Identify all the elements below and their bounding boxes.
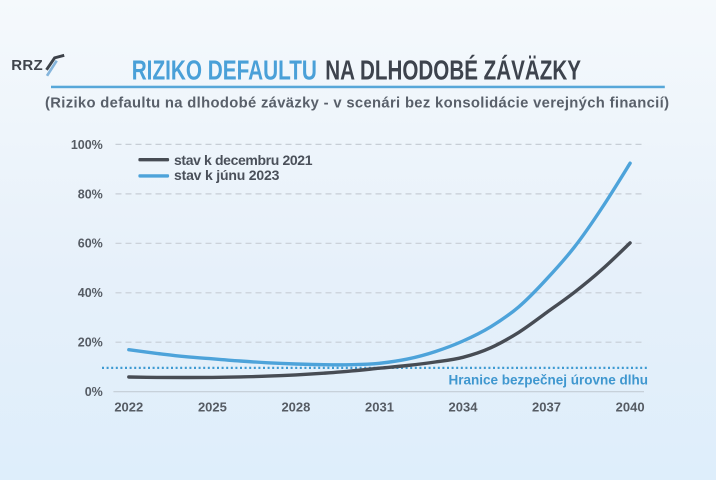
svg-text:(Riziko defaultu na dlhodobé z: (Riziko defaultu na dlhodobé záväzky - v… (45, 96, 669, 112)
svg-text:2025: 2025 (198, 399, 227, 414)
svg-text:2028: 2028 (281, 399, 310, 414)
svg-text:80%: 80% (78, 187, 103, 201)
svg-text:Hranice bezpečnej úrovne dlhu: Hranice bezpečnej úrovne dlhu (449, 373, 649, 388)
svg-text:2037: 2037 (532, 399, 561, 414)
svg-text:RRZ: RRZ (11, 57, 43, 74)
svg-text:2040: 2040 (616, 399, 645, 414)
svg-text:stav k decembru 2021: stav k decembru 2021 (174, 152, 313, 168)
svg-text:100%: 100% (71, 138, 103, 152)
svg-text:2022: 2022 (114, 399, 143, 414)
svg-text:2034: 2034 (449, 399, 479, 414)
svg-text:40%: 40% (78, 286, 103, 300)
svg-text:20%: 20% (78, 336, 103, 350)
svg-text:2031: 2031 (365, 399, 394, 414)
svg-text:RIZIKO DEFAULTU: RIZIKO DEFAULTU (132, 54, 317, 85)
svg-text:NA DLHODOBÉ ZÁVÄZKY: NA DLHODOBÉ ZÁVÄZKY (325, 54, 581, 85)
svg-text:60%: 60% (78, 237, 103, 251)
svg-text:stav k júnu 2023: stav k júnu 2023 (174, 167, 280, 183)
svg-text:0%: 0% (85, 385, 103, 399)
